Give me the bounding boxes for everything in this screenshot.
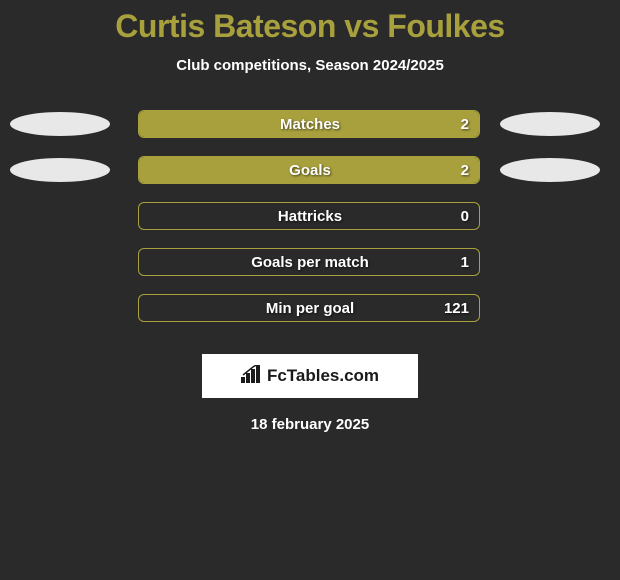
stat-value: 2 <box>461 116 469 133</box>
stats-area: Matches2Goals2Hattricks0Goals per match1… <box>0 104 620 334</box>
stat-label: Min per goal <box>139 300 480 317</box>
player-right-marker <box>500 112 600 136</box>
stat-row: Goals2 <box>0 150 620 196</box>
player-left-marker <box>10 158 110 182</box>
stat-value: 2 <box>461 162 469 179</box>
stat-label: Hattricks <box>139 208 480 225</box>
stat-bar: Goals per match1 <box>138 248 480 276</box>
stat-label: Matches <box>139 116 480 133</box>
player-left-marker <box>10 112 110 136</box>
stat-value: 1 <box>461 254 469 271</box>
stat-label: Goals per match <box>139 254 480 271</box>
stat-row: Goals per match1 <box>0 242 620 288</box>
page-title: Curtis Bateson vs Foulkes <box>0 8 620 45</box>
brand-box: FcTables.com <box>202 354 418 398</box>
stat-bar: Min per goal121 <box>138 294 480 322</box>
stat-bar: Hattricks0 <box>138 202 480 230</box>
stat-value: 0 <box>461 208 469 225</box>
stat-bar: Matches2 <box>138 110 480 138</box>
stat-row: Min per goal121 <box>0 288 620 334</box>
root-container: Curtis Bateson vs Foulkes Club competiti… <box>0 0 620 433</box>
player-right-marker <box>500 158 600 182</box>
stat-row: Matches2 <box>0 104 620 150</box>
stat-row: Hattricks0 <box>0 196 620 242</box>
date-text: 18 february 2025 <box>0 416 620 433</box>
brand-text: FcTables.com <box>267 366 379 386</box>
stat-value: 121 <box>444 300 469 317</box>
chart-icon <box>241 365 263 388</box>
subtitle: Club competitions, Season 2024/2025 <box>0 57 620 74</box>
stat-label: Goals <box>139 162 480 179</box>
stat-bar: Goals2 <box>138 156 480 184</box>
